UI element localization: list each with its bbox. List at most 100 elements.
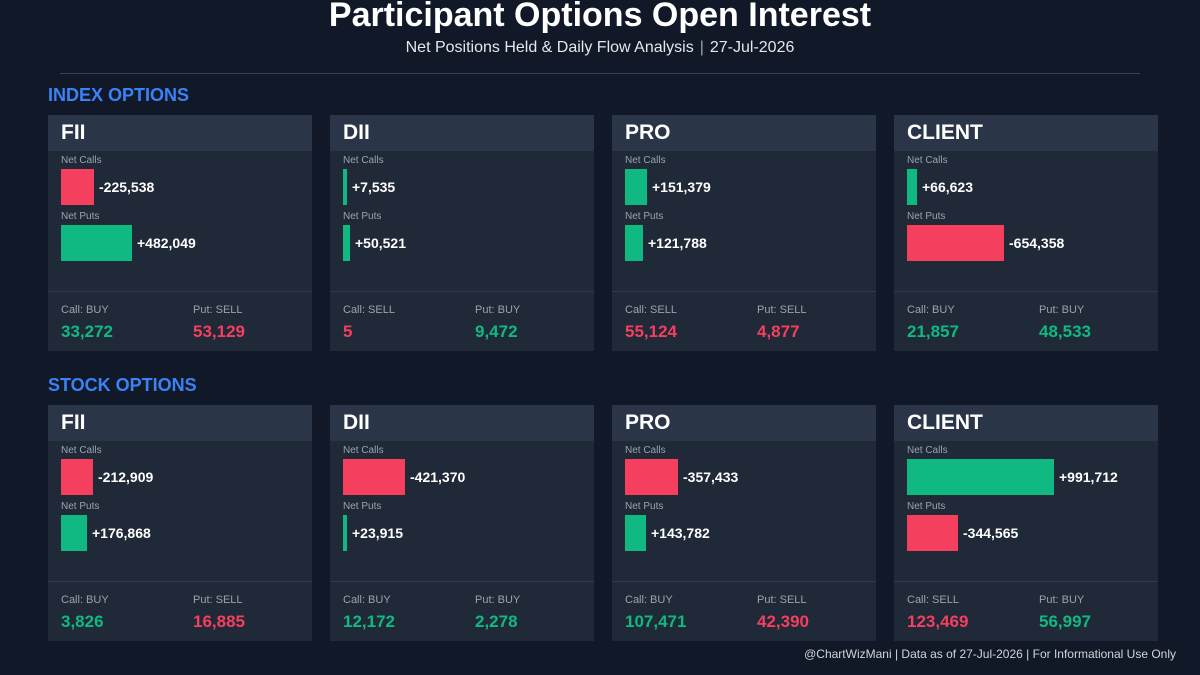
net-puts-label: Net Puts [907,501,946,512]
card-divider [330,291,594,292]
card-title: CLIENT [894,115,1158,151]
stat1-value: 123,469 [907,612,969,631]
net-calls-value: -212,909 [98,469,154,485]
header-divider [60,73,1140,74]
stat2-label: Put: SELL [193,594,243,606]
stat1-label: Call: BUY [61,594,109,606]
stat2-value: 9,472 [475,322,518,341]
stat1-value: 21,857 [907,322,959,341]
card-divider [48,581,312,582]
net-puts-bar [343,225,350,261]
subtitle-date: 27-Jul-2026 [709,39,795,56]
stat2-value: 4,877 [757,322,800,341]
stat2-value: 53,129 [193,322,245,341]
card-divider [48,291,312,292]
net-calls-label: Net Calls [625,155,666,166]
stat2-value: 48,533 [1039,322,1091,341]
footer-text: @ChartWizMani | Data as of 27-Jul-2026 |… [804,647,1176,661]
net-calls-label: Net Calls [61,155,102,166]
stat2-value: 42,390 [757,612,809,631]
stat2-label: Put: SELL [193,304,243,316]
net-puts-bar [907,515,958,551]
net-puts-value: -654,358 [1009,235,1065,251]
participant-card-pro: PRO Net Calls -357,433 Net Puts +143,782 Call… [612,405,876,641]
net-calls-value: +66,623 [922,179,973,195]
net-puts-value: +143,782 [651,525,710,541]
net-calls-label: Net Calls [343,155,384,166]
card-title: CLIENT [894,405,1158,441]
net-puts-bar [61,225,132,261]
stat2-label: Put: SELL [757,304,807,316]
card-divider [894,291,1158,292]
net-puts-value: -344,565 [963,525,1019,541]
net-puts-label: Net Puts [343,211,382,222]
card-divider [612,291,876,292]
net-calls-bar [625,459,678,495]
net-calls-value: -225,538 [99,179,155,195]
net-calls-bar [61,459,93,495]
stat2-label: Put: BUY [475,304,521,316]
card-divider [612,581,876,582]
participant-card-client: CLIENT Net Calls +66,623 Net Puts -654,358 Ca… [894,115,1158,351]
net-puts-label: Net Puts [343,501,382,512]
net-puts-value: +482,049 [137,235,196,251]
stat1-value: 3,826 [61,612,104,631]
card-title: FII [48,405,312,441]
net-calls-value: +151,379 [652,179,711,195]
net-puts-bar [907,225,1004,261]
net-puts-value: +23,915 [352,525,403,541]
stat2-label: Put: BUY [1039,594,1085,606]
net-calls-bar [907,169,917,205]
participant-card-pro: PRO Net Calls +151,379 Net Puts +121,788 Call… [612,115,876,351]
subtitle-separator: | [699,39,704,56]
card-title: PRO [612,115,876,151]
stat2-value: 2,278 [475,612,518,631]
net-calls-label: Net Calls [907,445,948,456]
stat2-label: Put: SELL [757,594,807,606]
net-calls-label: Net Calls [625,445,666,456]
stat1-value: 55,124 [625,322,677,341]
subtitle-text: Net Positions Held & Daily Flow Analysis [405,39,694,56]
stat1-value: 33,272 [61,322,113,341]
stat2-label: Put: BUY [475,594,521,606]
net-puts-label: Net Puts [907,211,946,222]
stat2-label: Put: BUY [1039,304,1085,316]
stat2-value: 16,885 [193,612,245,631]
card-title: PRO [612,405,876,441]
stat1-label: Call: BUY [907,304,955,316]
net-puts-label: Net Puts [61,501,100,512]
net-puts-label: Net Puts [625,501,664,512]
page-title: Participant Options Open Interest [328,0,872,34]
net-calls-value: +7,535 [352,179,396,195]
stat1-label: Call: SELL [625,304,677,316]
net-puts-bar [625,515,646,551]
net-calls-bar [625,169,647,205]
participant-card-dii: DII Net Calls -421,370 Net Puts +23,915 Call:… [330,405,594,641]
participant-card-dii: DII Net Calls +7,535 Net Puts +50,521 Call: S… [330,115,594,351]
net-calls-bar [907,459,1054,495]
page-subtitle: Net Positions Held & Daily Flow Analysis… [0,38,1200,58]
section-title-index: INDEX OPTIONS [48,85,190,105]
stat1-label: Call: BUY [625,594,673,606]
net-puts-value: +176,868 [92,525,151,541]
stat1-label: Call: SELL [343,304,395,316]
net-puts-label: Net Puts [625,211,664,222]
stat1-label: Call: SELL [907,594,959,606]
net-puts-value: +50,521 [355,235,406,251]
net-calls-label: Net Calls [343,445,384,456]
net-puts-label: Net Puts [61,211,100,222]
net-puts-bar [61,515,87,551]
net-puts-bar [343,515,347,551]
net-calls-bar [61,169,94,205]
net-calls-label: Net Calls [61,445,102,456]
net-calls-bar [343,459,405,495]
participant-card-fii: FII Net Calls -225,538 Net Puts +482,049 Call… [48,115,312,351]
net-calls-value: +991,712 [1059,469,1118,485]
net-puts-bar [625,225,643,261]
net-calls-value: -357,433 [683,469,739,485]
net-calls-label: Net Calls [907,155,948,166]
stat1-value: 12,172 [343,612,395,631]
net-calls-bar [343,169,347,205]
stat2-value: 56,997 [1039,612,1091,631]
card-title: DII [330,115,594,151]
